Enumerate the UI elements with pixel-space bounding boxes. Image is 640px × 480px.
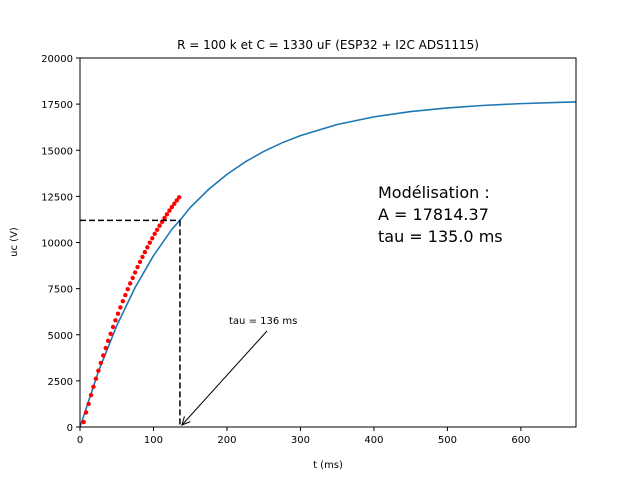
y-tick-label: 17500: [41, 100, 73, 111]
measured-point: [123, 292, 128, 298]
x-tick-label: 0: [77, 435, 83, 446]
measured-point: [115, 311, 121, 316]
measured-point: [132, 270, 138, 275]
measured-point: [127, 281, 133, 286]
measured-point: [177, 195, 182, 200]
measured-point: [162, 215, 167, 221]
measured-point: [142, 249, 148, 255]
x-tick-label: 400: [364, 435, 383, 446]
measured-point: [125, 286, 130, 292]
measured-point: [110, 324, 116, 330]
model-annotation: Modélisation : A = 17814.37 tau = 135.0 …: [378, 183, 503, 246]
model-line-2: A = 17814.37: [378, 205, 489, 224]
measured-point: [103, 345, 108, 351]
measured-point: [96, 368, 101, 373]
measured-point: [137, 259, 143, 265]
measured-point: [83, 410, 89, 415]
measured-point: [86, 401, 91, 407]
measured-point: [98, 360, 103, 366]
measured-point: [154, 227, 160, 232]
plot-frame: [79, 57, 577, 428]
tau-annotation-text: tau = 136 ms: [229, 316, 297, 327]
measured-point: [105, 338, 111, 344]
x-tick-label: 200: [217, 435, 236, 446]
points-layer: [81, 195, 182, 425]
measured-point: [108, 331, 113, 337]
tau-arrow: [181, 330, 268, 426]
measured-point: [140, 254, 145, 260]
measured-point: [118, 305, 123, 310]
x-tick-label: 600: [511, 435, 530, 446]
measured-point: [88, 392, 94, 398]
y-tick-label: 12500: [41, 192, 73, 203]
measured-point: [130, 275, 135, 281]
measured-point: [172, 201, 177, 206]
model-curve: [79, 101, 577, 428]
measured-point: [113, 318, 118, 323]
measured-point: [135, 264, 140, 270]
dashed-marker-layer: [80, 219, 181, 427]
measured-point: [93, 376, 99, 381]
tick-layer: 0 100 200 300 400 500 600 0 2500 5000 7500 10000 125…: [41, 54, 530, 446]
y-tick-label: 5000: [48, 331, 73, 342]
measured-point: [169, 204, 175, 210]
arrow-head: [181, 416, 191, 426]
measured-point: [157, 223, 162, 228]
y-tick-label: 2500: [48, 377, 73, 388]
y-tick-label: 15000: [41, 146, 73, 157]
y-axis-label: uc (V): [9, 227, 20, 257]
measured-point: [164, 212, 170, 217]
x-axis-label: t (ms): [313, 460, 343, 471]
measured-point: [120, 298, 126, 304]
arrow-shaft: [181, 330, 268, 426]
y-tick-label: 7500: [48, 285, 73, 296]
measured-point: [101, 353, 106, 358]
x-tick-label: 300: [291, 435, 310, 446]
y-tick-label: 10000: [41, 239, 73, 250]
measured-point: [174, 198, 179, 203]
measured-point: [150, 236, 155, 241]
y-tick-label: 20000: [41, 54, 73, 65]
curve-layer: [79, 101, 577, 428]
chart-title: R = 100 k et C = 1330 uF (ESP32 + I2C AD…: [177, 38, 479, 52]
measured-point: [167, 208, 172, 213]
measured-point: [81, 419, 86, 425]
model-line-1: Modélisation :: [378, 183, 490, 202]
measured-point: [145, 245, 150, 250]
measured-point: [152, 231, 157, 237]
x-tick-label: 500: [438, 435, 457, 446]
measured-point: [147, 240, 153, 245]
measured-point: [91, 384, 96, 389]
x-tick-label: 100: [144, 435, 163, 446]
y-tick-label: 0: [67, 423, 73, 434]
model-line-3: tau = 135.0 ms: [378, 227, 503, 246]
